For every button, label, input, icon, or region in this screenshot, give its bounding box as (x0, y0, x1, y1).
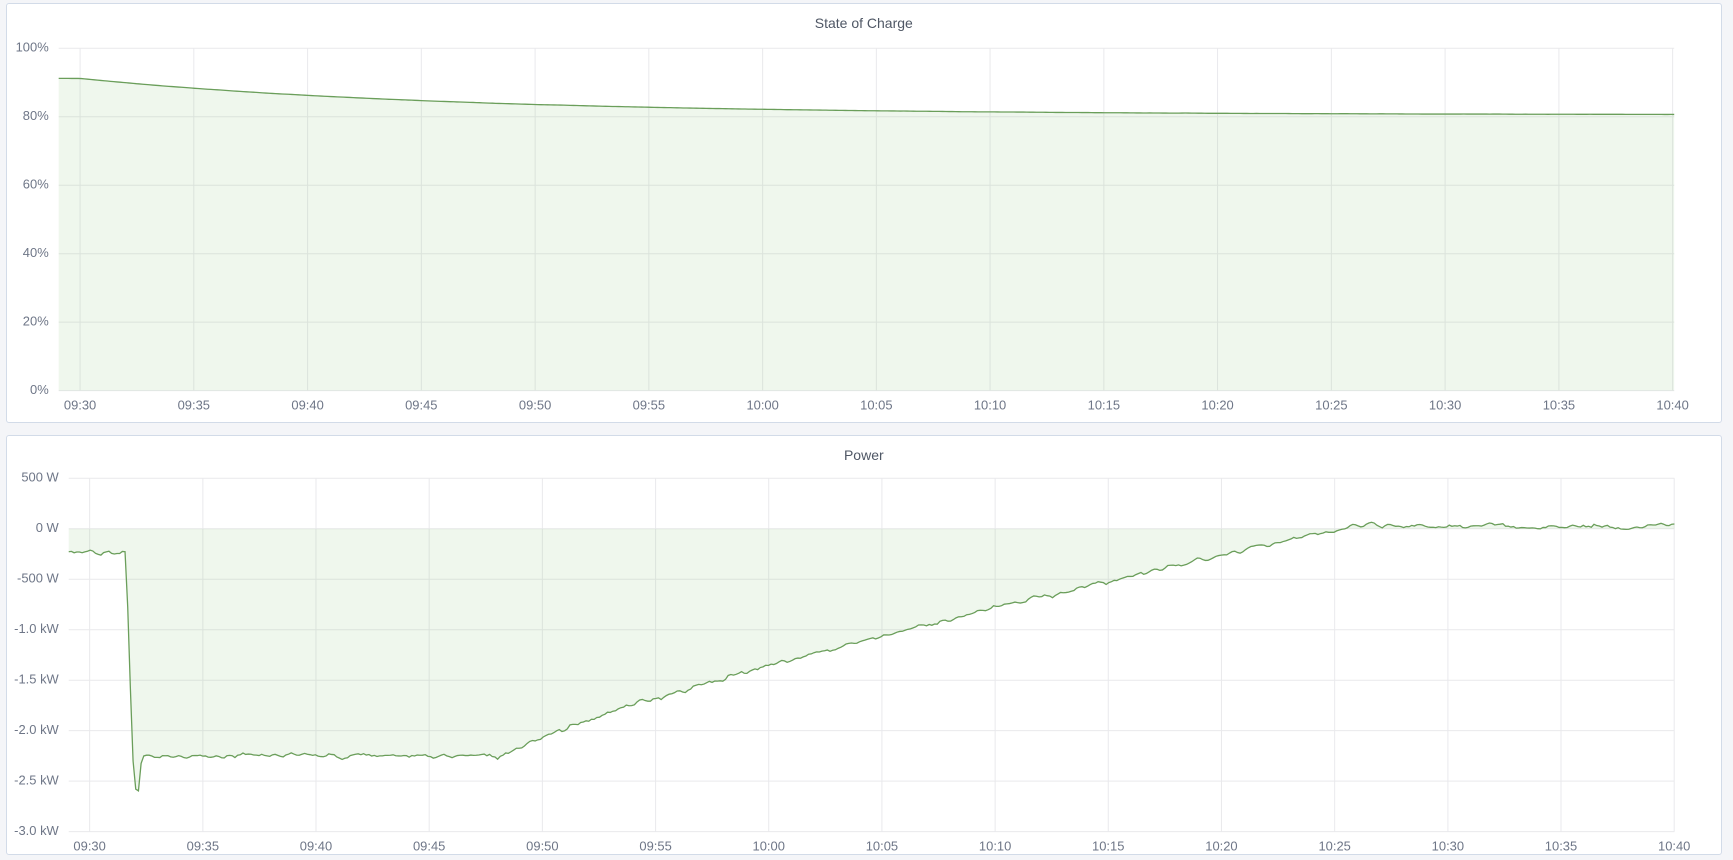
svg-text:10:00: 10:00 (753, 839, 785, 854)
svg-text:10:15: 10:15 (1088, 398, 1120, 413)
svg-text:100%: 100% (16, 40, 50, 55)
svg-text:40%: 40% (23, 245, 49, 260)
svg-text:09:35: 09:35 (187, 839, 219, 854)
svg-text:-2.0 kW: -2.0 kW (14, 722, 59, 737)
svg-text:09:50: 09:50 (519, 398, 551, 413)
svg-text:09:40: 09:40 (291, 398, 323, 413)
svg-text:-3.0 kW: -3.0 kW (14, 823, 59, 838)
svg-text:09:55: 09:55 (633, 398, 665, 413)
svg-text:10:35: 10:35 (1543, 398, 1575, 413)
svg-text:10:00: 10:00 (746, 398, 778, 413)
svg-text:09:55: 09:55 (639, 839, 671, 854)
svg-text:10:40: 10:40 (1656, 398, 1688, 413)
svg-text:80%: 80% (23, 108, 49, 123)
svg-text:10:30: 10:30 (1432, 839, 1464, 854)
svg-text:09:40: 09:40 (300, 839, 332, 854)
svg-text:10:30: 10:30 (1429, 398, 1461, 413)
svg-text:09:30: 09:30 (64, 398, 96, 413)
svg-text:10:40: 10:40 (1658, 839, 1690, 854)
svg-text:10:25: 10:25 (1318, 839, 1350, 854)
svg-text:-500 W: -500 W (17, 571, 59, 586)
svg-text:09:50: 09:50 (526, 839, 558, 854)
svg-text:10:05: 10:05 (860, 398, 892, 413)
svg-text:10:10: 10:10 (974, 398, 1006, 413)
svg-text:10:15: 10:15 (1092, 839, 1124, 854)
svg-text:09:35: 09:35 (178, 398, 210, 413)
svg-text:10:25: 10:25 (1315, 398, 1347, 413)
svg-text:0%: 0% (30, 382, 49, 397)
svg-text:10:10: 10:10 (979, 839, 1011, 854)
svg-text:60%: 60% (23, 177, 49, 192)
svg-text:0 W: 0 W (36, 520, 60, 535)
svg-text:500 W: 500 W (21, 470, 59, 485)
svg-text:09:45: 09:45 (413, 839, 445, 854)
svg-text:10:20: 10:20 (1205, 839, 1237, 854)
svg-text:-2.5 kW: -2.5 kW (14, 773, 59, 788)
svg-text:-1.5 kW: -1.5 kW (14, 672, 59, 687)
svg-text:09:30: 09:30 (73, 839, 105, 854)
svg-text:09:45: 09:45 (405, 398, 437, 413)
svg-text:20%: 20% (23, 314, 49, 329)
svg-text:10:35: 10:35 (1545, 839, 1577, 854)
svg-text:-1.0 kW: -1.0 kW (14, 621, 59, 636)
svg-text:10:05: 10:05 (866, 839, 898, 854)
svg-text:10:20: 10:20 (1201, 398, 1233, 413)
